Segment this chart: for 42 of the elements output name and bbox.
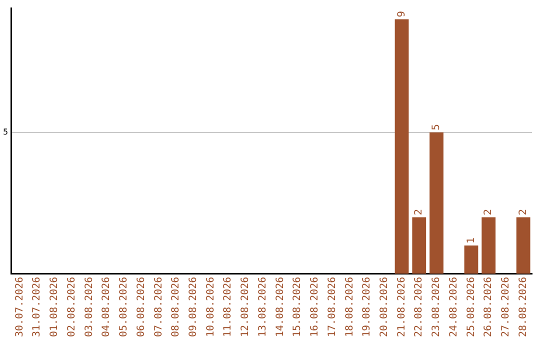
data-label: 2 bbox=[414, 208, 425, 216]
x-tick-label: 03.08.2026 bbox=[84, 276, 95, 338]
x-tick-label: 31.07.2026 bbox=[32, 276, 43, 338]
x-tick-label: 01.08.2026 bbox=[49, 276, 60, 338]
x-tick-label: 24.08.2026 bbox=[448, 276, 460, 338]
x-tick-label: 11.08.2026 bbox=[222, 276, 234, 338]
x-tick-label: 14.08.2026 bbox=[274, 276, 286, 338]
x-tick-label: 18.08.2026 bbox=[344, 276, 356, 338]
x-tick-label: 06.08.2026 bbox=[136, 276, 147, 338]
x-tick-label: 25.08.2026 bbox=[466, 276, 477, 338]
x-tick-label: 13.08.2026 bbox=[257, 276, 268, 338]
bar bbox=[394, 19, 409, 274]
x-tick-label: 26.08.2026 bbox=[483, 276, 494, 338]
data-label: 1 bbox=[466, 237, 477, 244]
x-tick-label: 04.08.2026 bbox=[101, 276, 112, 338]
x-tick-label: 07.08.2026 bbox=[153, 276, 164, 338]
bar bbox=[482, 217, 496, 274]
x-tick-label: 19.08.2026 bbox=[362, 276, 373, 338]
bar bbox=[412, 217, 426, 274]
x-tick-label: 08.08.2026 bbox=[170, 276, 182, 338]
x-tick-label: 17.08.2026 bbox=[326, 276, 338, 338]
data-label: 5 bbox=[431, 124, 442, 130]
x-tick-label: 09.08.2026 bbox=[188, 276, 199, 338]
x-tick-label: 12.08.2026 bbox=[240, 276, 252, 338]
bar bbox=[516, 217, 530, 274]
data-label: 2 bbox=[483, 208, 494, 216]
x-tick-label: 10.08.2026 bbox=[205, 276, 216, 338]
data-label: 2 bbox=[518, 208, 529, 216]
x-tick-label: 05.08.2026 bbox=[118, 276, 130, 338]
x-tick-label: 21.08.2026 bbox=[396, 276, 408, 338]
x-tick-label: 23.08.2026 bbox=[431, 276, 442, 338]
data-label: 9 bbox=[396, 10, 408, 18]
x-tick-label: 02.08.2026 bbox=[66, 276, 78, 338]
x-tick-label: 28.08.2026 bbox=[518, 276, 529, 338]
x-tick-label: 22.08.2026 bbox=[414, 276, 425, 338]
x-tick-label: 30.07.2026 bbox=[14, 276, 26, 338]
bar bbox=[430, 132, 444, 274]
bar bbox=[464, 246, 478, 274]
x-tick-label: 27.08.2026 bbox=[500, 276, 512, 338]
x-tick-label: 15.08.2026 bbox=[292, 276, 304, 338]
x-tick-label: 20.08.2026 bbox=[379, 276, 390, 338]
x-tick-label: 16.08.2026 bbox=[310, 276, 321, 338]
